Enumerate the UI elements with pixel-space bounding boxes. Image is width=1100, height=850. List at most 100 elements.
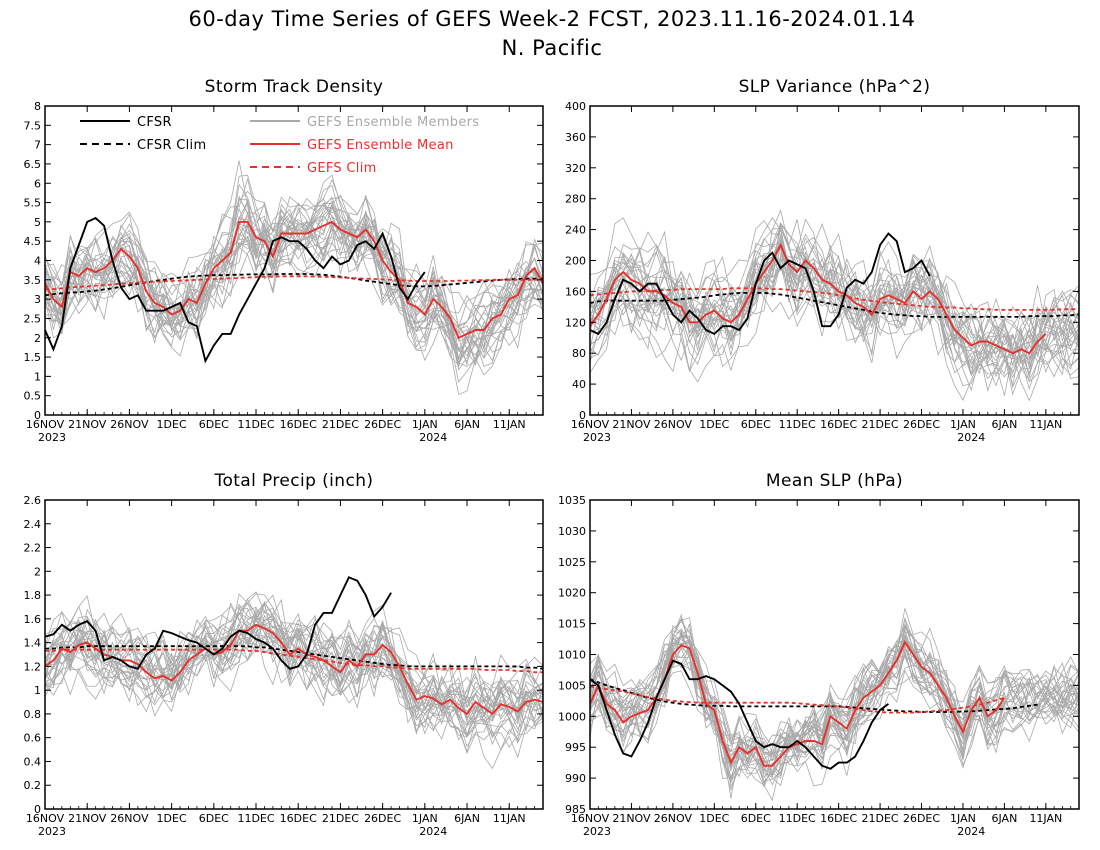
series-gefs-clim [45, 648, 543, 674]
series-cfsr [590, 659, 889, 770]
x-tick-label: 1DEC [157, 418, 187, 431]
y-tick-label: 5.5 [24, 197, 42, 210]
ensemble-member-line [590, 217, 1079, 373]
series-cfsr-clim [590, 292, 1079, 318]
y-tick-label: 990 [565, 772, 586, 785]
ensemble-member-line [590, 624, 1079, 779]
y-tick-label: 1015 [558, 618, 586, 631]
y-tick-label: 320 [565, 162, 586, 175]
x-year-label: 2023 [38, 825, 66, 838]
series-cfsr [45, 216, 426, 364]
x-tick-label: 11DEC [779, 812, 816, 825]
y-tick-label: 160 [565, 285, 586, 298]
x-tick-label: 16DEC [280, 812, 317, 825]
x-tick-label: 6DEC [741, 418, 771, 431]
legend-item-gefs-ensemble-mean: GEFS Ensemble Mean [250, 138, 454, 153]
x-tick-label: 21DEC [862, 812, 899, 825]
y-tick-label: 0.2 [24, 779, 42, 792]
x-tick-label: 26DEC [903, 812, 940, 825]
x-tick-label: 1JAN [950, 418, 976, 431]
y-tick-label: 6 [34, 177, 41, 190]
ensemble-members [590, 608, 1079, 802]
x-year-label: 2024 [957, 825, 985, 838]
ensemble-member-line [590, 634, 1079, 753]
x-year-label: 2024 [419, 431, 447, 444]
x-year-label: 2024 [419, 825, 447, 838]
ensemble-member-line [590, 224, 1079, 376]
y-tick-label: 995 [565, 741, 586, 754]
x-tick-label: 11JAN [1029, 418, 1062, 431]
y-tick-label: 1010 [558, 649, 586, 662]
y-tick-label: 1025 [558, 556, 586, 569]
y-tick-label: 985 [565, 803, 586, 816]
ensemble-member-line [590, 241, 1079, 402]
panel-total-precip-inch: 0 0.2 0.4 0.6 0.8 1 1.2 1.4 1.6 1.8 2 2.2 2.4 2.6 16NO… [24, 471, 544, 838]
y-tick-label: 2 [34, 565, 41, 578]
y-tick-label: 400 [565, 100, 586, 113]
y-tick-label: 1 [34, 370, 41, 383]
ensemble-member-line [45, 196, 543, 339]
x-year-label: 2023 [38, 431, 66, 444]
ensemble-member-line [590, 223, 1079, 380]
x-tick-label: 16NOV [26, 418, 65, 431]
ensemble-member-line [590, 219, 1079, 378]
ensemble-member-line [45, 594, 543, 755]
x-tick-label: 26DEC [364, 812, 401, 825]
x-tick-label: 6JAN [992, 812, 1018, 825]
y-tick-label: 280 [565, 193, 586, 206]
ensemble-member-line [590, 622, 1079, 792]
x-tick-label: 26NOV [654, 418, 693, 431]
legend-label: GEFS Clim [307, 161, 377, 176]
y-tick-label: 1.6 [24, 613, 42, 626]
y-tick-label: 0 [34, 409, 41, 422]
series-cfsr-clim [590, 678, 1038, 713]
y-tick-label: 0.4 [24, 755, 42, 768]
y-tick-label: 2.4 [24, 518, 42, 531]
ensemble-member-line [590, 255, 1079, 376]
x-tick-label: 16NOV [26, 812, 65, 825]
x-tick-label: 6JAN [992, 418, 1018, 431]
x-tick-label: 21NOV [612, 812, 651, 825]
ensemble-member-line [45, 190, 543, 367]
y-tick-label: 2 [34, 332, 41, 345]
legend-label: GEFS Ensemble Members [307, 115, 479, 130]
x-tick-label: 26NOV [110, 812, 149, 825]
x-tick-label: 16DEC [820, 418, 857, 431]
x-tick-label: 6DEC [199, 812, 229, 825]
series-cfsr [590, 232, 931, 336]
y-tick-label: 4 [34, 255, 41, 268]
y-tick-label: 1.5 [24, 351, 42, 364]
ensemble-members [45, 591, 543, 770]
y-tick-label: 240 [565, 224, 586, 237]
x-tick-label: 1DEC [699, 812, 729, 825]
y-tick-label: 1 [34, 684, 41, 697]
ensemble-member-line [590, 258, 1079, 374]
legend-item-gefs-clim: GEFS Clim [250, 161, 377, 176]
y-tick-label: 1005 [558, 679, 586, 692]
y-tick-label: 1030 [558, 525, 586, 538]
x-tick-label: 26NOV [654, 812, 693, 825]
y-tick-label: 1.2 [24, 660, 42, 673]
x-tick-label: 26DEC [903, 418, 940, 431]
x-tick-label: 26DEC [364, 418, 401, 431]
x-tick-label: 21DEC [862, 418, 899, 431]
y-tick-label: 0.5 [24, 390, 42, 403]
y-tick-label: 1.8 [24, 589, 42, 602]
y-tick-label: 4.5 [24, 235, 42, 248]
x-tick-label: 21NOV [68, 418, 107, 431]
series-gefs-clim [590, 287, 1079, 311]
x-year-label: 2024 [957, 431, 985, 444]
x-tick-label: 6DEC [741, 812, 771, 825]
series-cfsr-clim [45, 645, 543, 670]
legend-label: GEFS Ensemble Mean [307, 138, 454, 153]
x-tick-label: 11JAN [1029, 812, 1062, 825]
x-tick-label: 6JAN [454, 812, 480, 825]
y-tick-label: 7.5 [24, 119, 42, 132]
y-tick-label: 1.4 [24, 637, 42, 650]
legend: CFSR CFSR Clim GEFS Ensemble Members GEFS E… [80, 115, 479, 176]
ensemble-member-line [45, 595, 543, 713]
legend-item-cfsr: CFSR [80, 115, 172, 130]
